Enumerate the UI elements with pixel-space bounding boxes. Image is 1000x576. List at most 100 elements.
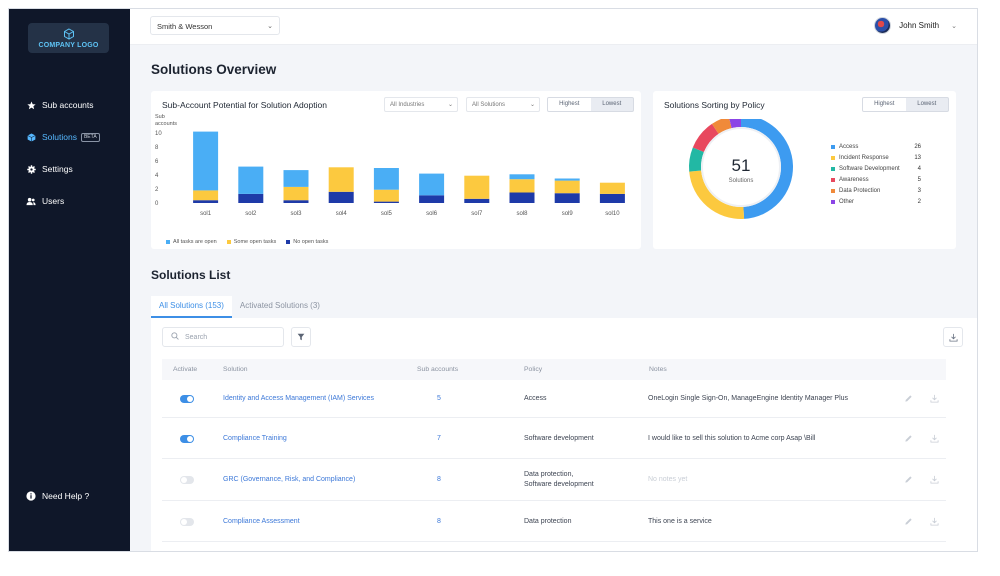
activate-toggle[interactable]: [180, 476, 194, 484]
toggle-highest[interactable]: Highest: [548, 98, 591, 111]
bar-segment[interactable]: [238, 193, 264, 203]
sidebar-item-solutions[interactable]: Solutions BETA: [9, 121, 130, 153]
policy-legend-label: Incident Response: [839, 154, 889, 161]
table-row[interactable]: GRC (Governance, Risk, and Compliance) 8 D…: [162, 459, 946, 501]
bar-segment[interactable]: [554, 180, 580, 194]
solution-link[interactable]: GRC (Governance, Risk, and Compliance): [223, 476, 356, 483]
download-button[interactable]: [943, 327, 963, 347]
sidebar-item-sub-accounts[interactable]: Sub accounts: [9, 89, 130, 121]
policy-legend-count: 4: [917, 165, 921, 172]
policy-legend-item: Incident Response 13: [831, 152, 921, 163]
bar-segment[interactable]: [373, 189, 399, 202]
policy-text: Software development: [524, 434, 594, 442]
filter-button[interactable]: [291, 327, 311, 347]
toggle-lowest[interactable]: Lowest: [917, 101, 937, 107]
sidebar-item-settings[interactable]: Settings: [9, 153, 130, 185]
donut-slice[interactable]: [689, 170, 745, 219]
y-tick-label: 10: [155, 131, 162, 137]
bar-segment[interactable]: [193, 131, 219, 191]
bar-segment[interactable]: [283, 200, 309, 203]
star-icon: [26, 100, 36, 110]
bar-segment[interactable]: [554, 193, 580, 203]
activate-toggle[interactable]: [180, 434, 194, 443]
toggle-highest[interactable]: Highest: [863, 98, 906, 111]
legend-label: All tasks are open: [173, 239, 217, 245]
bar-segment[interactable]: [554, 178, 580, 181]
x-tick-label: sol6: [426, 211, 438, 217]
row-download-icon[interactable]: [930, 434, 940, 444]
legend-item: All tasks are open: [166, 239, 217, 245]
donut-slice[interactable]: [711, 119, 732, 134]
tab-activated-solutions[interactable]: Activated Solutions (3): [239, 301, 320, 310]
activate-toggle[interactable]: [180, 395, 194, 403]
sidebar-item-label: Users: [42, 196, 65, 206]
download-icon: [948, 333, 958, 342]
solution-link[interactable]: Identity and Access Management (IAM) Ser…: [223, 395, 374, 402]
policy-legend: Access 26 Incident Response 13 Software Deve…: [831, 141, 921, 207]
bar-segment[interactable]: [328, 191, 354, 203]
company-logo[interactable]: COMPANY LOGO: [28, 23, 109, 53]
policy-legend-item: Access 26: [831, 141, 921, 152]
bar-segment[interactable]: [193, 190, 219, 201]
industries-select[interactable]: All Industries ⌄: [384, 97, 458, 112]
bar-segment[interactable]: [419, 173, 445, 196]
topbar: Smith & Wesson ⌄ John Smith ⌄: [130, 9, 977, 45]
sub-accounts-count[interactable]: 5: [437, 395, 441, 402]
edit-icon[interactable]: [904, 517, 914, 527]
table-row[interactable]: Compliance Assessment 8 Data protection Thi…: [162, 501, 946, 542]
sub-accounts-count[interactable]: 7: [437, 434, 441, 442]
policy-text-line: Software development: [524, 481, 594, 488]
search-input[interactable]: Search: [162, 327, 284, 347]
donut-slice[interactable]: [729, 119, 741, 129]
row-download-icon[interactable]: [930, 475, 940, 485]
info-icon: [26, 491, 36, 501]
row-download-icon[interactable]: [930, 394, 940, 404]
bar-segment[interactable]: [283, 170, 309, 187]
bar-segment[interactable]: [419, 195, 445, 203]
activate-toggle[interactable]: [180, 517, 194, 526]
edit-icon[interactable]: [904, 394, 914, 404]
sub-accounts-count[interactable]: 8: [437, 476, 441, 483]
policy-legend-item: Awareness 5: [831, 174, 921, 185]
table-row[interactable]: Compliance Training 7 Software development…: [162, 418, 946, 459]
solution-link[interactable]: Compliance Training: [223, 434, 287, 442]
bar-segment[interactable]: [509, 174, 535, 180]
sub-accounts-count[interactable]: 8: [437, 517, 441, 525]
tab-all-solutions[interactable]: All Solutions (153): [151, 296, 232, 318]
bar-segment[interactable]: [509, 192, 535, 204]
solution-link[interactable]: Compliance Assessment: [223, 517, 300, 525]
bar-segment[interactable]: [509, 179, 535, 193]
sidebar-item-users[interactable]: Users: [9, 185, 130, 217]
edit-icon[interactable]: [904, 475, 914, 485]
table-row[interactable]: Identity and Access Management (IAM) Ser…: [162, 380, 946, 418]
column-header-policy: Policy: [524, 366, 543, 373]
toggle-lowest[interactable]: Lowest: [602, 101, 622, 107]
donut-slice[interactable]: [741, 119, 793, 219]
policy-legend-item: Data Protection 3: [831, 185, 921, 196]
bar-segment[interactable]: [193, 200, 219, 203]
donut-slice[interactable]: [689, 147, 704, 172]
donut-slice[interactable]: [692, 123, 719, 152]
table-header: Activate Solution Sub accounts Policy No…: [162, 359, 946, 380]
bar-segment[interactable]: [283, 186, 309, 201]
edit-icon[interactable]: [904, 434, 914, 444]
bar-segment[interactable]: [599, 193, 625, 203]
bar-segment[interactable]: [464, 175, 490, 199]
donut-center-label: Solutions: [729, 178, 754, 184]
bar-segment[interactable]: [599, 182, 625, 194]
bar-segment[interactable]: [464, 198, 490, 203]
solutions-select-value: All Solutions: [472, 102, 506, 108]
cube-logo-icon: [63, 27, 74, 40]
solutions-select[interactable]: All Solutions ⌄: [466, 97, 540, 112]
bar-segment[interactable]: [238, 166, 264, 194]
bar-segment[interactable]: [328, 167, 354, 192]
user-menu[interactable]: John Smith ⌄: [874, 17, 957, 34]
account-select[interactable]: Smith & Wesson ⌄: [150, 16, 280, 35]
row-download-icon[interactable]: [930, 517, 940, 527]
notes-text: OneLogin Single Sign-On, ManageEngine Id…: [648, 395, 849, 402]
bar-segment[interactable]: [373, 168, 399, 190]
policy-text: Access: [524, 395, 547, 402]
need-help-link[interactable]: Need Help ?: [26, 491, 89, 501]
bar-segment[interactable]: [373, 201, 399, 203]
legend-swatch: [166, 240, 170, 244]
